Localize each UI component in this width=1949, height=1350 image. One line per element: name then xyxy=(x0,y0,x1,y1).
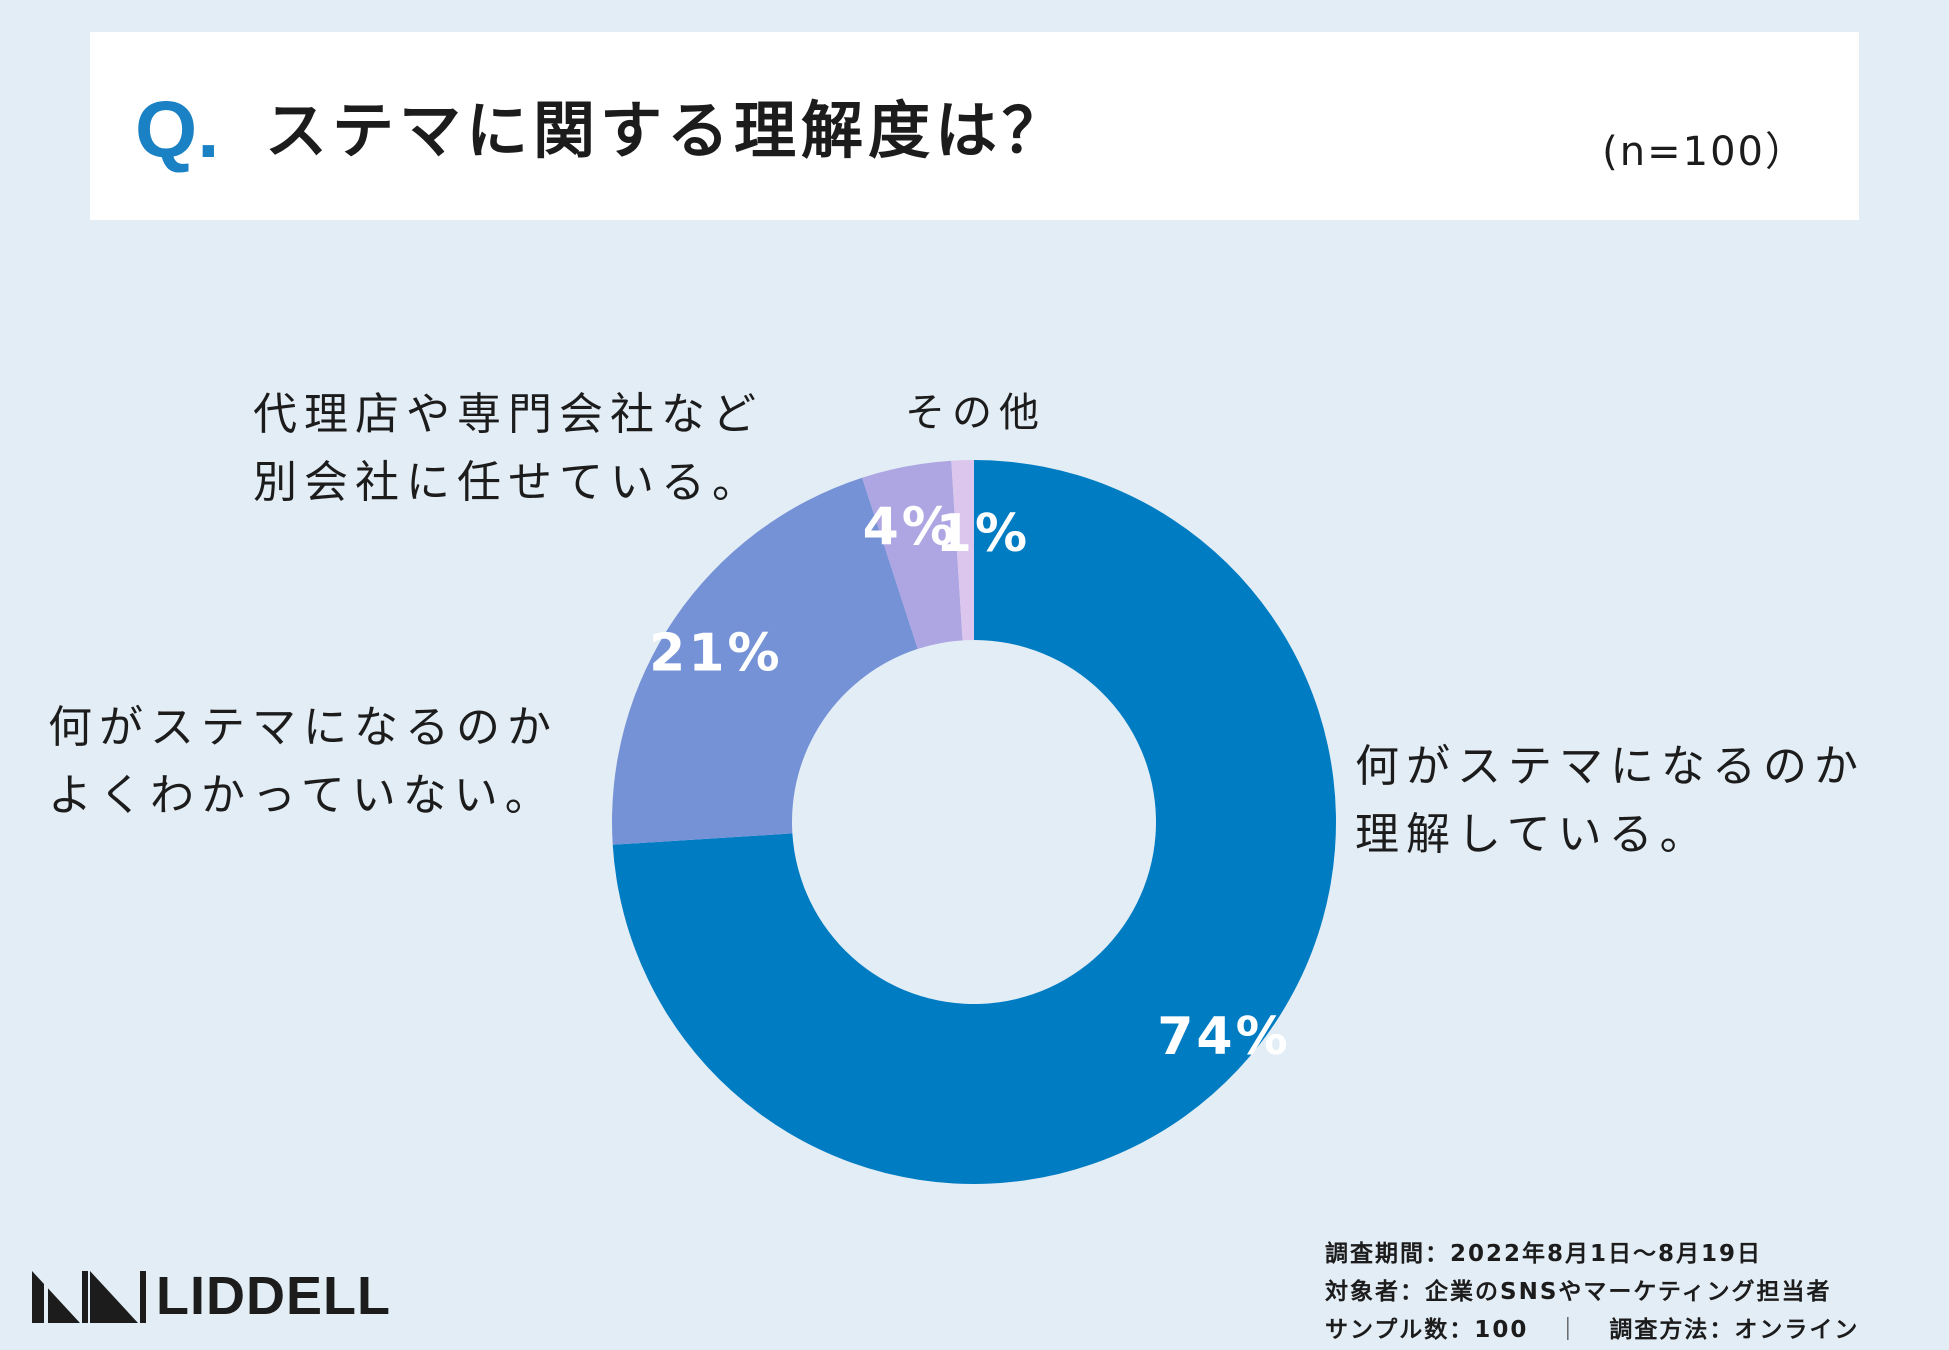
footnote-separator: ｜ xyxy=(1556,1317,1582,1343)
survey-sample: サンプル数：100 xyxy=(1325,1317,1529,1343)
survey-footnote: 調査期間：2022年8月1日～8月19日 対象者：企業のSNSやマーケティング担… xyxy=(1325,1235,1859,1349)
category-label-understand: 何がステマになるのか 理解している。 xyxy=(1355,741,1865,860)
slice-value-label-agency: 4% xyxy=(863,497,957,557)
donut-slice-understand xyxy=(612,460,1337,1185)
logo-text: LIDDELL xyxy=(156,1266,391,1326)
sample-size-label: (n=100） xyxy=(1602,129,1807,175)
donut-slice-dont-know xyxy=(611,477,918,845)
category-label-other: その他 xyxy=(905,390,1046,436)
slice-value-label-dont-know: 21% xyxy=(649,623,782,683)
question-mark-label: Q. xyxy=(135,85,220,174)
liddell-logo-mark xyxy=(32,1271,146,1323)
header-card: Q. ステマに関する理解度は？ (n=100） xyxy=(90,32,1859,220)
donut-slice-agency xyxy=(862,460,963,649)
donut-value-labels: 74% 21% 4%1% xyxy=(649,497,1290,1067)
survey-period: 調査期間：2022年8月1日～8月19日 xyxy=(1325,1241,1763,1267)
survey-method: 調査方法：オンライン xyxy=(1609,1317,1860,1343)
page-title: ステマに関する理解度は？ xyxy=(265,94,1070,167)
slice-value-label-other: 1% xyxy=(936,504,1030,564)
liddell-logo: LIDDELL xyxy=(30,1268,391,1324)
category-label-dont-know: 何がステマになるのか よくわかっていない。 xyxy=(48,702,558,821)
donut-slice-other xyxy=(951,460,974,641)
category-label-agency: 代理店や専門会社など 別会社に任せている。 xyxy=(253,389,763,508)
survey-target: 対象者：企業のSNSやマーケティング担当者 xyxy=(1325,1279,1832,1305)
donut-slices xyxy=(611,460,1337,1185)
survey-sample-method-row: サンプル数：100 ｜ 調査方法：オンライン xyxy=(1325,1311,1859,1349)
slice-value-label-understand: 74% xyxy=(1157,1007,1290,1067)
